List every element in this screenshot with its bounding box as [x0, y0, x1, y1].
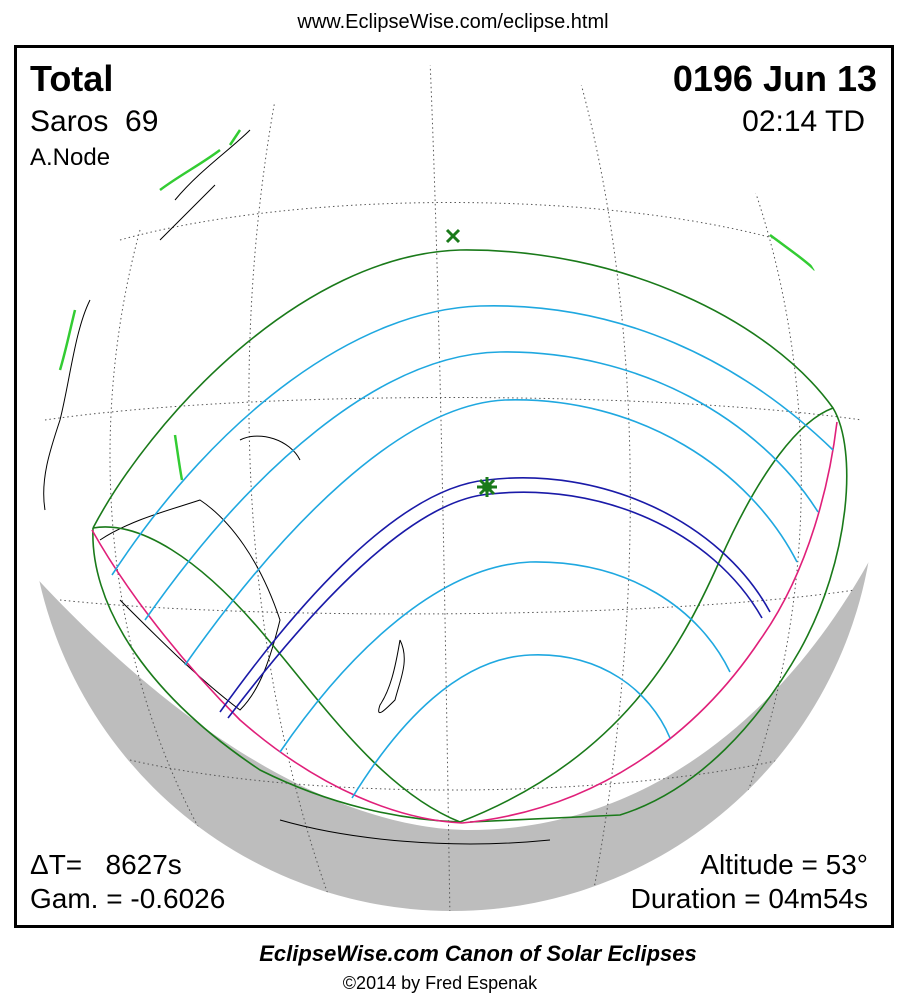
parallel [59, 589, 856, 615]
meridian [719, 149, 802, 861]
node: A.Node [30, 144, 110, 171]
highlight [769, 233, 816, 271]
limit [92, 527, 461, 823]
coast [159, 129, 251, 241]
parallel [44, 397, 863, 421]
rise-set [91, 529, 463, 824]
date: 0196 Jun 13 [673, 58, 877, 99]
coast [43, 299, 91, 511]
delta-t: ΔT= 8627s [30, 849, 182, 880]
outer-limit [92, 249, 848, 823]
meridian [109, 229, 231, 881]
gamma: Gam. = -0.6026 [30, 883, 225, 914]
magnitude [144, 351, 819, 621]
highlight [58, 309, 77, 371]
time: 02:14 TD [742, 105, 865, 138]
limit [459, 407, 834, 823]
eclipse-type: Total [30, 58, 113, 99]
coast [279, 819, 551, 845]
magnitude [184, 399, 798, 666]
footer-title: EclipseWise.com Canon of Solar Eclipses [259, 941, 697, 966]
highlight [159, 129, 242, 192]
highlight [173, 434, 184, 481]
land-highlights [58, 129, 816, 481]
url: www.EclipseWise.com/eclipse.html [296, 11, 608, 33]
coast [378, 639, 405, 714]
greatest-eclipse [445, 228, 497, 497]
star-center [482, 482, 492, 492]
night-side [29, 500, 875, 911]
magnitude [111, 305, 834, 576]
penumbra-limits [92, 249, 848, 823]
coast [239, 435, 301, 461]
saros: Saros 69 [30, 105, 158, 138]
limit [92, 526, 461, 823]
rise-set-curves [91, 421, 838, 824]
sub-solar-point [445, 228, 461, 244]
magnitude-curves [111, 305, 834, 799]
copyright: ©2014 by Fred Espenak [343, 973, 538, 993]
duration: Duration = 04m54s [631, 883, 868, 914]
parallel [119, 202, 781, 241]
meridian [248, 99, 331, 901]
south-limit [227, 491, 763, 719]
magnitude [351, 654, 671, 799]
altitude: Altitude = 53° [700, 849, 868, 880]
graticule [44, 65, 863, 911]
magnitude [279, 561, 731, 753]
rise-set [461, 421, 838, 824]
